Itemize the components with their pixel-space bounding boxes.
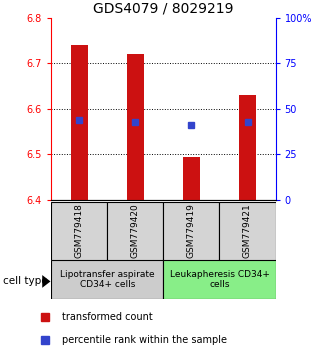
Bar	[71, 45, 87, 200]
Bar	[219, 202, 276, 260]
Text: GSM779421: GSM779421	[243, 204, 252, 258]
Text: GSM779420: GSM779420	[131, 204, 140, 258]
Bar	[51, 202, 107, 260]
Polygon shape	[42, 275, 50, 288]
Bar	[183, 157, 200, 200]
Bar	[163, 260, 276, 299]
Bar	[239, 95, 256, 200]
Text: transformed count: transformed count	[62, 312, 153, 322]
Bar	[107, 202, 163, 260]
Bar	[51, 260, 163, 299]
Text: percentile rank within the sample: percentile rank within the sample	[62, 335, 227, 346]
Title: GDS4079 / 8029219: GDS4079 / 8029219	[93, 1, 234, 15]
Text: Leukapheresis CD34+
cells: Leukapheresis CD34+ cells	[170, 270, 269, 289]
Text: GSM779418: GSM779418	[75, 204, 84, 258]
Bar	[127, 54, 144, 200]
Text: Lipotransfer aspirate
CD34+ cells: Lipotransfer aspirate CD34+ cells	[60, 270, 154, 289]
Text: GSM779419: GSM779419	[187, 204, 196, 258]
Text: cell type: cell type	[3, 276, 48, 286]
Bar	[163, 202, 219, 260]
